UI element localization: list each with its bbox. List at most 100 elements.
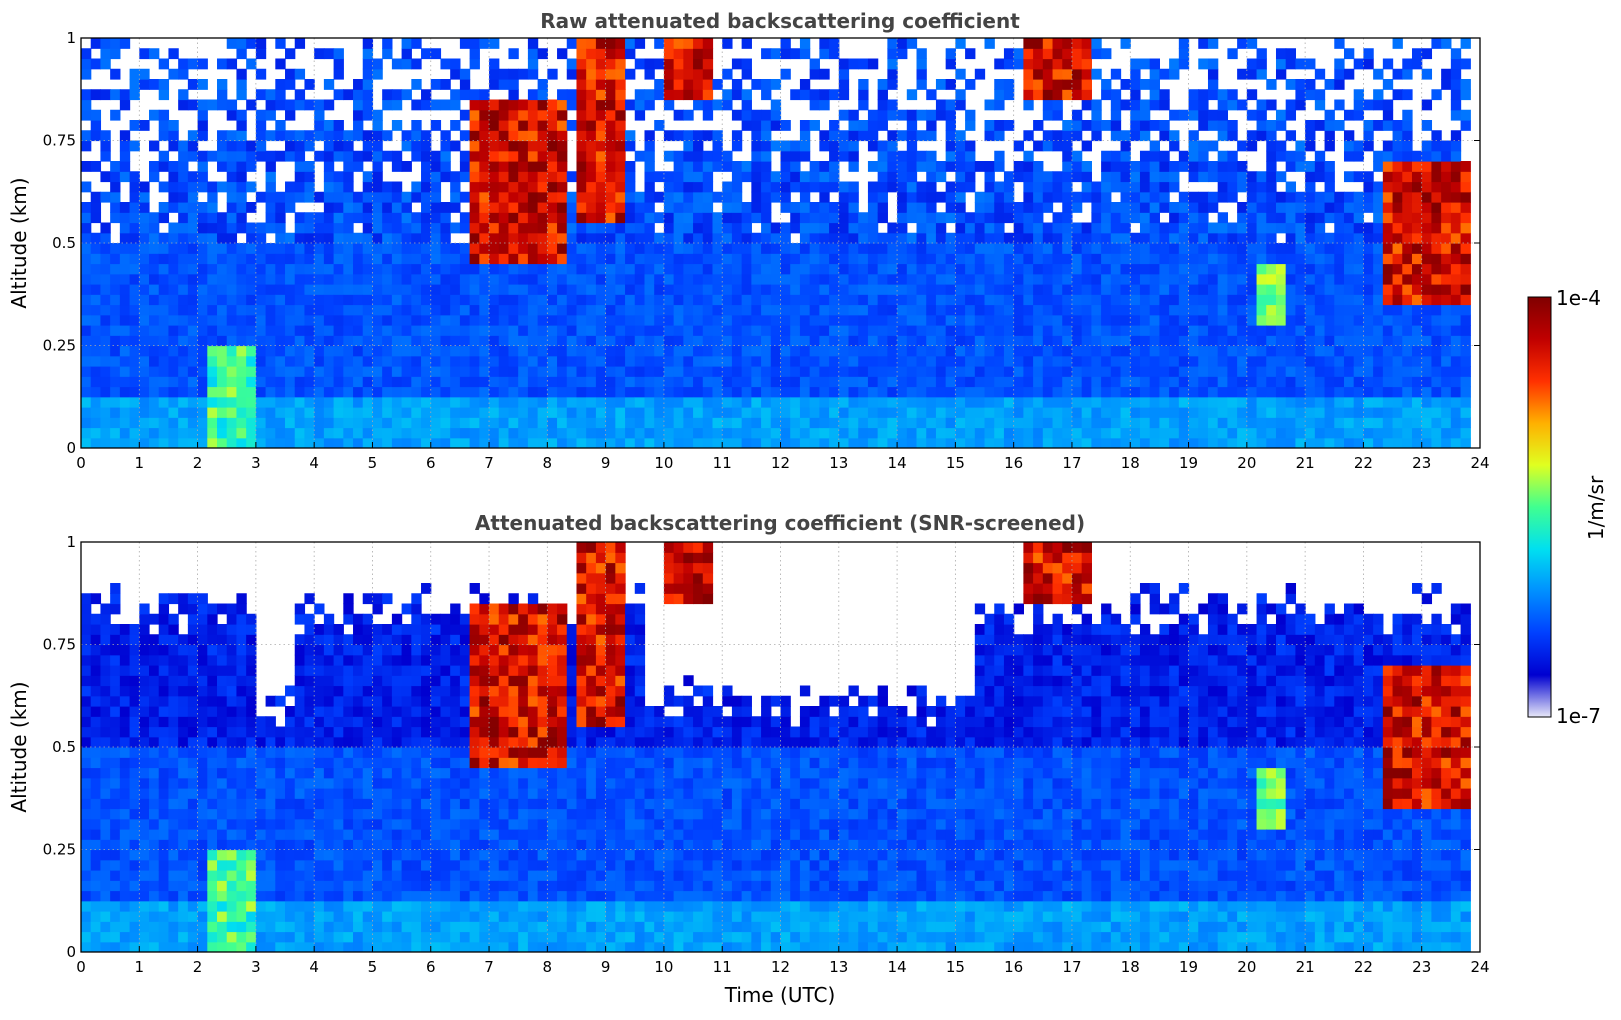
heatmap-cell <box>741 376 752 388</box>
heatmap-cell <box>285 109 296 121</box>
heatmap-cell <box>1450 130 1462 142</box>
heatmap-cell <box>945 396 956 408</box>
heatmap-cell <box>110 366 121 377</box>
heatmap-cell <box>945 140 956 152</box>
heatmap-cell <box>654 355 665 367</box>
heatmap-cell <box>430 222 442 234</box>
heatmap-cell <box>877 273 888 285</box>
heatmap-cell <box>897 294 908 306</box>
heatmap-cell <box>149 79 160 90</box>
heatmap-cell <box>693 232 704 244</box>
heatmap-cell <box>1431 263 1442 275</box>
heatmap-cell <box>304 376 315 388</box>
heatmap-cell <box>1062 140 1073 152</box>
heatmap-cell <box>605 222 616 234</box>
heatmap-cell <box>430 396 442 408</box>
heatmap-cell <box>683 68 694 80</box>
heatmap-cell <box>1256 212 1267 224</box>
heatmap-cell <box>246 273 257 285</box>
heatmap-cell <box>799 304 811 316</box>
heatmap-cell <box>595 437 607 448</box>
heatmap-cell <box>1402 263 1413 275</box>
heatmap-cell <box>197 273 208 285</box>
heatmap-cell <box>1033 120 1044 131</box>
heatmap-cell <box>450 68 461 80</box>
heatmap-cell <box>168 263 179 275</box>
heatmap-cell <box>935 427 947 439</box>
heatmap-cell <box>1178 314 1190 326</box>
heatmap-cell <box>829 181 840 193</box>
heatmap-cell <box>1334 68 1345 80</box>
heatmap-cell <box>1353 325 1365 336</box>
heatmap-cell <box>1227 150 1238 162</box>
heatmap-cell <box>333 304 344 316</box>
heatmap-cell <box>81 304 92 316</box>
heatmap-cell <box>391 99 403 111</box>
heatmap-cell <box>916 130 927 142</box>
heatmap-cell <box>673 161 684 172</box>
heatmap-cell <box>168 130 179 142</box>
heatmap-cell <box>858 243 869 254</box>
heatmap-cell <box>1246 253 1258 265</box>
heatmap-cell <box>1139 161 1151 172</box>
heatmap-cell <box>469 243 480 254</box>
heatmap-cell <box>935 304 947 316</box>
heatmap-cell <box>382 407 393 418</box>
heatmap-cell <box>799 253 811 265</box>
heatmap-cell <box>770 314 782 326</box>
heatmap-cell <box>391 212 403 224</box>
heatmap-cell <box>1198 355 1209 367</box>
heatmap-cell <box>1314 284 1326 295</box>
heatmap-cell <box>90 386 102 398</box>
heatmap-cell <box>304 171 315 183</box>
heatmap-cell <box>1071 314 1083 326</box>
heatmap-cell <box>916 335 927 347</box>
heatmap-cell <box>178 140 189 152</box>
heatmap-cell <box>1023 58 1034 70</box>
bottom-heatmap <box>81 542 1471 952</box>
heatmap-cell <box>226 437 238 448</box>
heatmap-cell <box>965 253 976 265</box>
heatmap-cell <box>1052 99 1063 111</box>
heatmap-cell <box>994 335 1005 347</box>
heatmap-cell <box>294 232 306 244</box>
heatmap-cell <box>440 386 451 398</box>
heatmap-cell <box>1285 314 1297 326</box>
heatmap-cell <box>1382 314 1394 326</box>
heatmap-cell <box>1421 150 1433 162</box>
heatmap-cell <box>440 79 451 90</box>
heatmap-cell <box>586 345 597 357</box>
heatmap-cell <box>809 273 820 285</box>
heatmap-cell <box>673 376 684 388</box>
heatmap-cell <box>906 335 918 347</box>
heatmap-cell <box>304 314 315 326</box>
heatmap-cell <box>450 202 461 213</box>
heatmap-cell <box>1013 58 1024 70</box>
heatmap-cell <box>1392 345 1403 357</box>
heatmap-cell <box>1101 202 1112 213</box>
heatmap-cell <box>595 79 607 90</box>
top-panel: Raw attenuated backscattering coefficien… <box>7 9 1490 472</box>
heatmap-cell <box>605 191 616 203</box>
heatmap-cell <box>926 263 937 275</box>
heatmap-cell <box>1363 181 1374 193</box>
heatmap-cell <box>1139 386 1151 398</box>
heatmap-cell <box>411 191 422 203</box>
heatmap-cell <box>935 273 947 285</box>
heatmap-cell <box>625 427 636 439</box>
heatmap-cell <box>945 232 956 244</box>
heatmap-cell <box>1450 202 1462 213</box>
heatmap-cell <box>566 314 578 326</box>
heatmap-cell <box>1460 222 1471 234</box>
heatmap-cell <box>168 314 179 326</box>
heatmap-cell <box>595 284 607 295</box>
heatmap-cell <box>1460 232 1471 244</box>
heatmap-cell <box>731 130 743 142</box>
heatmap-cell <box>1373 191 1384 203</box>
heatmap-cell <box>1052 294 1063 306</box>
heatmap-cell <box>1217 161 1229 172</box>
heatmap-cell <box>459 366 471 377</box>
heatmap-cell <box>1285 366 1297 377</box>
heatmap-cell <box>712 79 723 90</box>
heatmap-cell <box>576 161 587 172</box>
